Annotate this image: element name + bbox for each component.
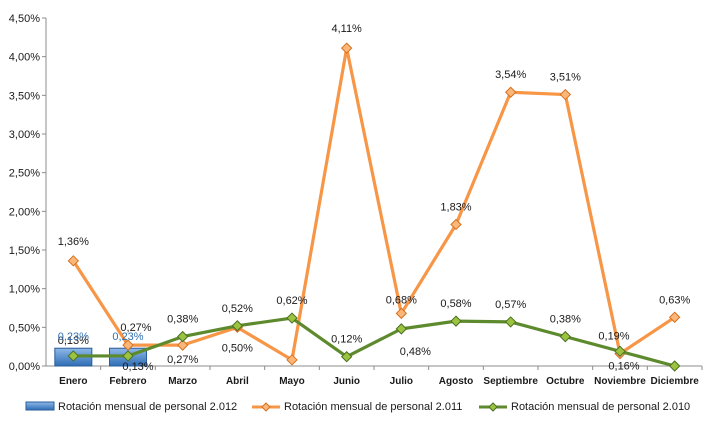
- point-2011: [340, 42, 353, 54]
- legend-label-2011: Rotación mensual de personal 2.011: [284, 401, 462, 413]
- data-labels: 1,36% 0,27% 0,27% 0,50% 4,11% 0,68% 1,83% 3,54%…: [58, 23, 691, 373]
- y-tick-label: 1,00%: [9, 284, 40, 296]
- x-tick-label: Febrero: [109, 376, 146, 387]
- data-label-2010: 0,38%: [167, 314, 198, 326]
- legend-label-2010: Rotación mensual de personal 2.010: [511, 401, 690, 413]
- data-label-2010: 0,13%: [122, 361, 153, 373]
- point-2010: [395, 323, 408, 335]
- point-2010: [614, 345, 626, 358]
- x-tick-label: Abril: [226, 376, 249, 387]
- x-tick-label: Mayo: [279, 376, 305, 387]
- point-2010: [450, 315, 462, 327]
- axes: 0,00% 0,50% 1,00% 1,50% 2,00% 2,50% 3,00% 3,50%…: [9, 13, 703, 387]
- y-tick-label: 4,00%: [9, 52, 40, 64]
- point-2010: [286, 312, 298, 324]
- point-2010: [340, 351, 353, 363]
- x-tick-label: Enero: [59, 376, 87, 387]
- series-line-2011: [71, 46, 676, 362]
- point-2011: [395, 307, 408, 320]
- data-label-2011: 3,54%: [495, 69, 526, 81]
- legend-swatch-2012: [25, 401, 55, 411]
- x-tick-label: Octubre: [546, 376, 585, 387]
- y-tick-label: 0,50%: [9, 322, 40, 334]
- y-tick-label: 3,50%: [9, 90, 40, 102]
- x-tick-label: Agosto: [439, 376, 473, 387]
- point-2011: [67, 255, 80, 267]
- y-tick-label: 4,50%: [9, 13, 40, 25]
- data-label-2011: 0,16%: [608, 361, 639, 373]
- data-label-2010: 0,12%: [331, 334, 362, 346]
- data-label-2011: 0,68%: [386, 294, 417, 306]
- data-label-2010: 0,48%: [400, 346, 431, 358]
- legend: Rotación mensual de personal 2.012 Rotaci…: [25, 401, 690, 413]
- data-label-2010: 0,58%: [440, 298, 471, 310]
- y-tick-label: 3,00%: [9, 129, 40, 141]
- x-tick-label: Septiembre: [483, 376, 538, 387]
- data-label-2012: 0,23%: [58, 331, 89, 343]
- data-label-2010: 0,52%: [222, 303, 253, 315]
- point-2011: [286, 354, 298, 366]
- series-line-2010: [73, 316, 676, 368]
- data-label-2010: 0,57%: [495, 299, 526, 311]
- y-tick-label: 2,00%: [9, 206, 40, 218]
- x-tick-label: Marzo: [168, 376, 197, 387]
- data-label-2011: 0,63%: [659, 294, 690, 306]
- legend-label-2012: Rotación mensual de personal 2.012: [58, 401, 237, 413]
- x-tick-label: Julio: [390, 376, 413, 387]
- x-tick-label: Diciembre: [650, 376, 699, 387]
- legend-marker-2010: [488, 402, 498, 412]
- y-tick-label: 2,50%: [9, 168, 40, 180]
- point-2011: [122, 339, 134, 351]
- x-tick-label: Noviembre: [594, 376, 646, 387]
- x-tick-label: Junio: [333, 376, 360, 387]
- data-label-2011: 0,27%: [120, 322, 151, 334]
- point-2011: [668, 311, 681, 323]
- point-2010: [122, 350, 134, 362]
- data-label-2010: 0,19%: [598, 330, 629, 342]
- point-2010: [559, 330, 572, 343]
- point-2011: [504, 86, 517, 98]
- point-2010: [67, 350, 80, 362]
- legend-marker-2011: [261, 402, 271, 412]
- line-series: [67, 42, 681, 372]
- point-2010: [176, 330, 189, 343]
- point-2011: [559, 88, 572, 101]
- data-label-2010: 0,38%: [550, 314, 581, 326]
- point-2010: [231, 320, 244, 332]
- y-tick-label: 0,00%: [9, 361, 40, 373]
- data-label-2011: 0,27%: [167, 354, 198, 366]
- data-label-2012: 0,23%: [112, 331, 143, 343]
- y-tick-label: 1,50%: [9, 245, 40, 257]
- point-2011: [176, 339, 189, 351]
- data-label-2010: 0,13%: [58, 335, 89, 347]
- data-label-2011: 3,51%: [550, 72, 581, 84]
- data-label-2011: 4,11%: [331, 23, 362, 35]
- data-label-2011: 1,83%: [440, 201, 471, 213]
- data-label-2011: 1,36%: [58, 236, 89, 248]
- data-label-2011: 0,50%: [222, 342, 253, 354]
- data-label-2010: 0,62%: [276, 295, 307, 307]
- point-2010: [668, 360, 681, 372]
- point-2011: [450, 218, 462, 231]
- point-2010: [504, 316, 517, 328]
